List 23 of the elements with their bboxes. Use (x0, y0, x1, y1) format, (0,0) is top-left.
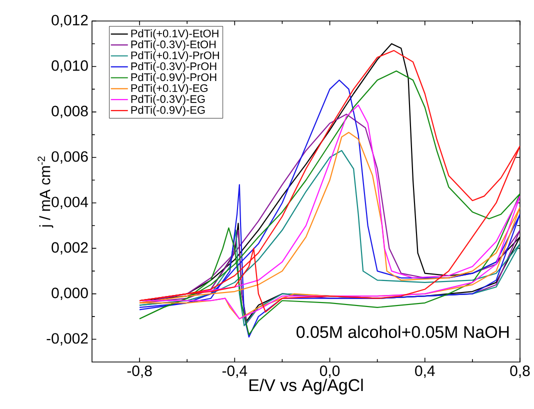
legend-label: PdTi(-0.3V)-EtOH (131, 40, 216, 50)
x-tick-label: -0,4 (222, 366, 248, 378)
y-tick-label: 0,012 (52, 14, 88, 28)
legend-label: PdTi(-0.3V)-PrOH (131, 62, 216, 72)
x-tick-label: 0,0 (320, 366, 340, 378)
legend-label: PdTi(-0.9V)-EG (131, 106, 205, 116)
legend-label: PdTi(-0.3V)-EG (131, 94, 205, 106)
x-tick-label: -0,8 (127, 366, 152, 378)
y-tick-label: 0,000 (52, 288, 88, 300)
legend-label: PdTi(+0.1V)-PrOH (131, 51, 219, 62)
y-tick-label: 0,010 (52, 60, 88, 73)
y-tick-label: 0,004 (52, 196, 88, 210)
annotation: 0.05M alcohol+0.05M NaOH (296, 326, 509, 338)
y-tick-label: 0,002 (52, 242, 88, 255)
x-axis-title: E/V vs Ag/AgCl (250, 378, 363, 395)
x-tick-label: 0,4 (415, 366, 435, 378)
legend-label: PdTi(-0.9V)-PrOH (131, 73, 216, 84)
legend-label: PdTi(+0.1V)-EtOH (131, 29, 218, 40)
x-tick-label: 0,8 (510, 366, 530, 378)
legend-label: PdTi(+0.1V)-EG (131, 84, 208, 94)
y-tick-label: 0,006 (52, 151, 88, 164)
y-tick-label: -0,002 (46, 333, 88, 346)
y-tick-label: 0,008 (52, 106, 88, 118)
